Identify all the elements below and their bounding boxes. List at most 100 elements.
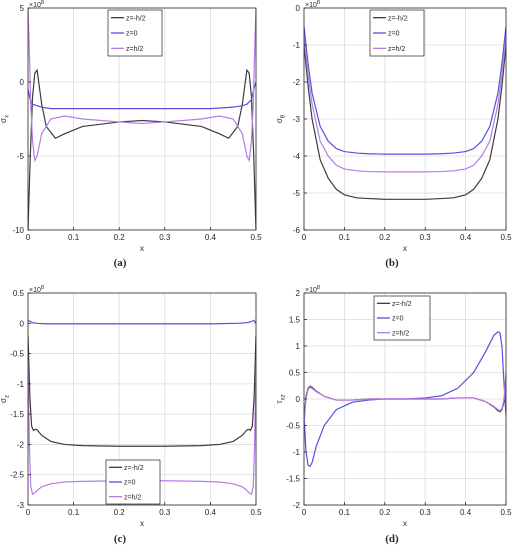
legend-entry: z=h/2	[124, 494, 141, 501]
series-line-z=-h/2	[304, 44, 506, 200]
y-tick-label: -5	[17, 152, 25, 161]
legend-entry: z=0	[388, 31, 400, 38]
y-tick-label: -2	[293, 78, 301, 87]
legend-entry: z=-h/2	[126, 15, 146, 22]
legend-entry: z=0	[124, 480, 136, 487]
panel-caption: (c)	[114, 533, 127, 545]
y-tick-label: 1.5	[289, 316, 301, 325]
legend-entry: z=-h/2	[124, 465, 144, 472]
axis-multiplier: ×108	[29, 0, 44, 9]
x-tick-label: 0	[26, 508, 31, 517]
x-tick-label: 0.4	[205, 508, 217, 517]
y-tick-label: 1	[296, 342, 301, 351]
x-axis-label: x	[140, 244, 144, 253]
y-tick-label: -1	[293, 448, 301, 457]
y-axis-label: τxz	[275, 394, 287, 403]
y-tick-label: 0	[20, 78, 25, 87]
y-tick-label: 5	[20, 4, 25, 13]
x-tick-label: 0	[302, 233, 307, 242]
series-line-z=0	[304, 26, 506, 155]
series-line-z=h/2	[304, 37, 506, 173]
y-tick-label: 0	[296, 395, 301, 404]
y-tick-label: 0	[20, 319, 25, 328]
axes-box	[27, 292, 257, 506]
x-tick-label: 0.4	[460, 508, 472, 517]
x-tick-label: 0.5	[250, 233, 262, 242]
legend: z=-h/2 z=0 z=h/2	[373, 295, 431, 341]
y-tick-label: -3	[293, 115, 301, 124]
legend-entry: z=h/2	[126, 46, 143, 53]
series-line-z=0	[28, 319, 256, 325]
y-axis-label: σz	[0, 395, 11, 403]
y-tick-label: -1	[293, 41, 301, 50]
legend: z=-h/2 z=0 z=h/2	[105, 459, 161, 505]
x-tick-label: 0.3	[159, 233, 171, 242]
y-tick-label: -6	[293, 226, 301, 235]
legend: z=-h/2 z=0 z=h/2	[369, 9, 425, 57]
panel-caption: (b)	[385, 257, 399, 269]
y-tick-label: -1.5	[286, 475, 300, 484]
y-tick-label: -10	[12, 226, 24, 235]
x-tick-label: 0.1	[339, 508, 351, 517]
chart-d: 0 0.1 0.2 0.3 0.4 0.5 -2 -1.5 -1 -0.5 0 0.5 1 1.5 2 ×10…	[275, 285, 512, 545]
y-tick-label: -3	[17, 501, 25, 510]
axis-multiplier: ×108	[305, 285, 320, 294]
panel-caption: (a)	[114, 257, 127, 269]
x-tick-label: 0.4	[460, 233, 472, 242]
y-tick-label: 0.5	[13, 289, 25, 298]
panel-caption: (d)	[385, 533, 399, 545]
chart-c: 0 0.1 0.2 0.3 0.4 0.5 -3 -2.5 -2 -1.5 -1 -0.5 0 0.5 ×1…	[0, 285, 262, 545]
legend-entry: z=h/2	[392, 330, 409, 337]
x-tick-label: 0.3	[420, 233, 432, 242]
axis-multiplier: ×108	[29, 285, 44, 294]
x-axis-label: x	[140, 519, 144, 528]
series-line-z=h/2	[304, 372, 506, 426]
chart-b: 0 0.1 0.2 0.3 0.4 0.5 -6 -5 -4 -3 -2 -1 0 ×108 x σθ z=-h…	[275, 0, 512, 269]
y-tick-label: -1	[17, 380, 25, 389]
series-line-z=-h/2	[28, 335, 256, 447]
y-axis-label: σθ	[275, 114, 287, 123]
x-axis-label: x	[403, 519, 407, 528]
y-tick-label: -0.5	[10, 350, 24, 359]
series-line-z=-h/2	[28, 68, 256, 230]
y-tick-label: 0	[296, 4, 301, 13]
legend-entry: z=-h/2	[392, 301, 412, 308]
y-tick-label: -0.5	[286, 422, 300, 431]
x-tick-label: 0.1	[339, 233, 351, 242]
y-tick-label: -4	[293, 152, 301, 161]
axes-box	[27, 7, 257, 231]
x-tick-label: 0.2	[379, 508, 391, 517]
legend-entry: z=0	[392, 316, 404, 323]
legend-entry: z=-h/2	[388, 15, 408, 22]
y-tick-label: -2.5	[10, 471, 24, 480]
x-tick-label: 0	[302, 508, 307, 517]
x-tick-label: 0.2	[114, 233, 126, 242]
x-tick-label: 0.5	[250, 508, 262, 517]
y-tick-label: -2	[17, 440, 25, 449]
x-tick-label: 0.5	[500, 233, 512, 242]
x-tick-label: 0	[26, 233, 31, 242]
y-tick-label: 2	[296, 289, 301, 298]
y-tick-label: 0.5	[289, 369, 301, 378]
x-tick-label: 0.5	[500, 508, 512, 517]
legend-entry: z=h/2	[388, 46, 405, 53]
y-tick-label: -2	[293, 501, 301, 510]
series-line-z=0	[28, 81, 256, 110]
x-tick-label: 0.4	[205, 233, 217, 242]
chart-a: 00.10.20.30.40.5-10-505×108xσxz=-h/2z=0z…	[0, 0, 262, 269]
legend: z=-h/2 z=0 z=h/2	[107, 9, 163, 57]
x-tick-label: 0.2	[379, 233, 391, 242]
legend-entry: z=0	[126, 31, 138, 38]
x-tick-label: 0.1	[68, 233, 80, 242]
x-axis-label: x	[403, 244, 407, 253]
series-line-z=h/2	[28, 8, 256, 163]
y-tick-label: -1.5	[10, 410, 24, 419]
x-tick-label: 0.3	[420, 508, 432, 517]
axis-multiplier: ×108	[305, 0, 320, 9]
y-axis-label: σx	[0, 115, 11, 123]
x-tick-label: 0.2	[114, 508, 126, 517]
y-tick-label: -5	[293, 189, 301, 198]
x-tick-label: 0.3	[159, 508, 171, 517]
x-tick-label: 0.1	[68, 508, 80, 517]
